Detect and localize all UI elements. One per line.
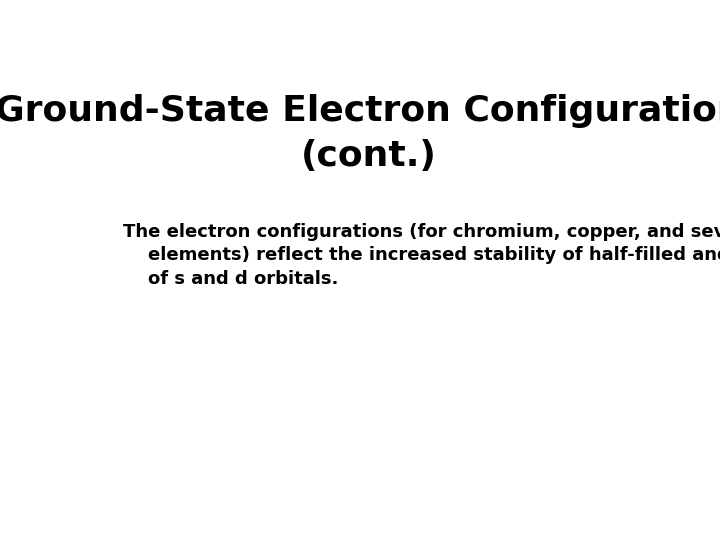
Text: Ground-State Electron Configuration
(cont.): Ground-State Electron Configuration (con… — [0, 94, 720, 173]
Text: The electron configurations (for chromium, copper, and several other
    element: The electron configurations (for chromiu… — [124, 223, 720, 288]
